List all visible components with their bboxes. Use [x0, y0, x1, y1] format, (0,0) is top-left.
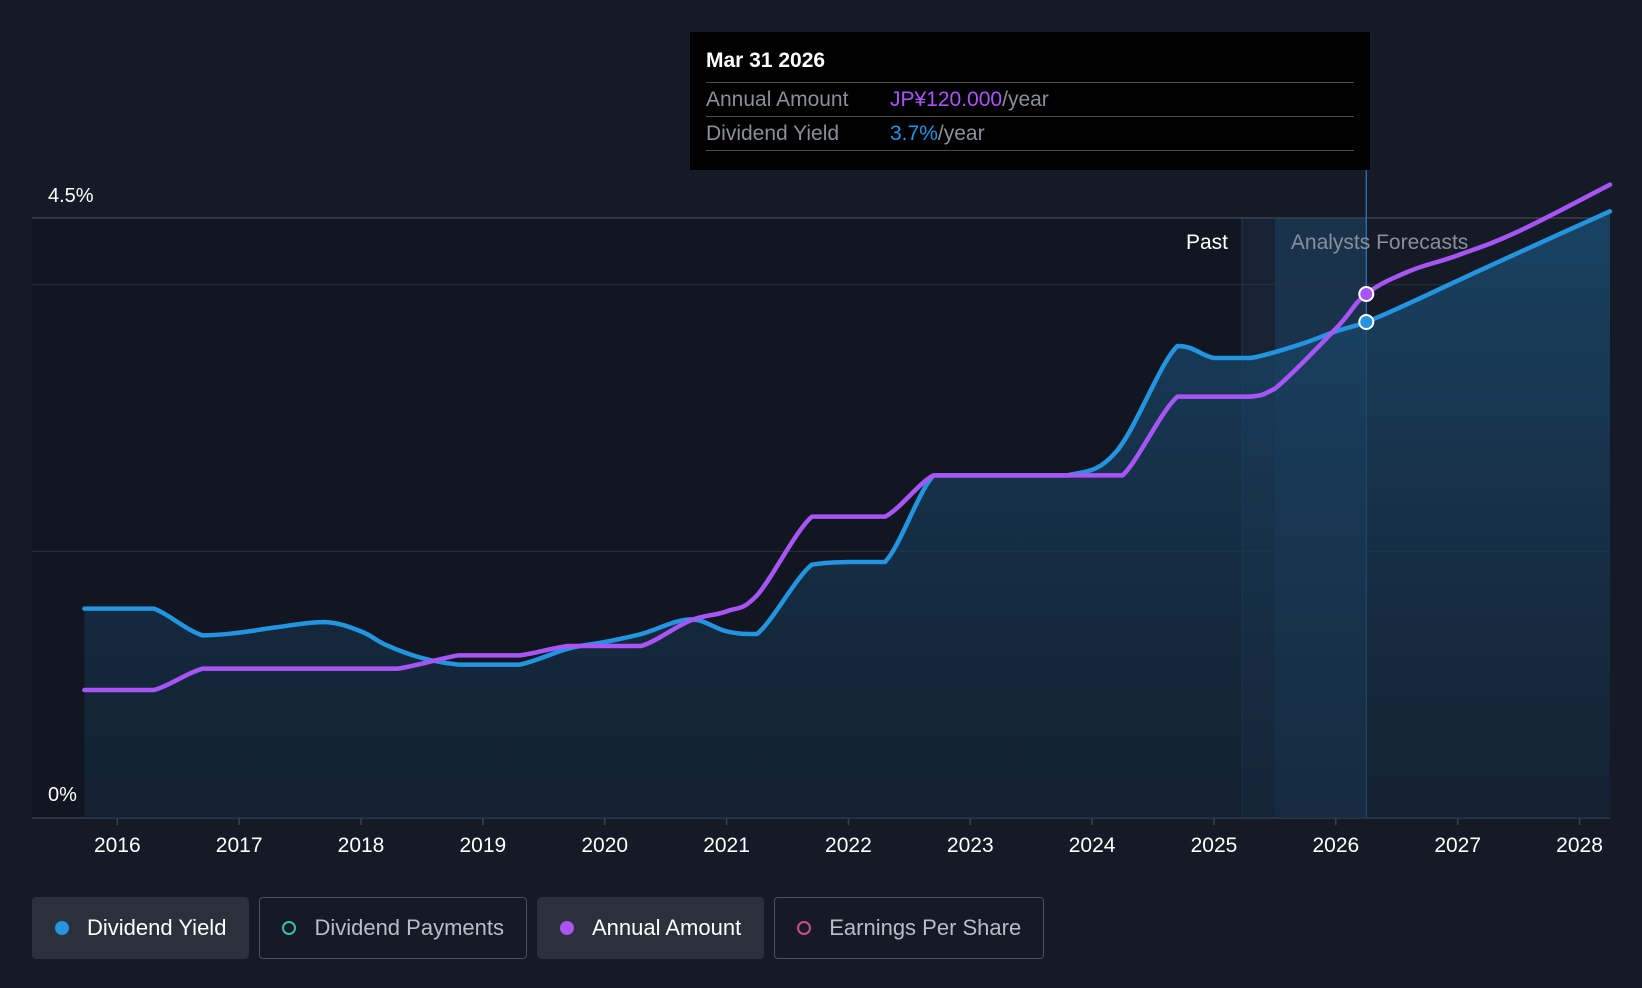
legend-annual-amount-label: Annual Amount	[591, 915, 742, 940]
x-tick-label-2024: 2024	[1069, 834, 1116, 857]
legend-earnings-per-share-label: Earnings Per Share	[829, 915, 1022, 940]
forecast-label: Analysts Forecasts	[1291, 231, 1468, 254]
x-tick-label-2018: 2018	[338, 834, 385, 857]
dividend-yield-hover-marker	[1358, 314, 1375, 330]
legend-dividend-payments-button[interactable]: Dividend Payments	[259, 897, 527, 959]
x-tick-label-2019: 2019	[459, 834, 506, 857]
legend-annual-amount-button[interactable]: Annual Amount	[536, 897, 765, 959]
past-label: Past	[1186, 231, 1228, 254]
x-tick-label-2027: 2027	[1434, 834, 1481, 857]
x-tick-label-2016: 2016	[94, 834, 141, 857]
tooltip-yield-unit: /year	[937, 122, 985, 145]
legend-earnings-per-share-dot-icon	[797, 921, 812, 935]
x-tick-label-2026: 2026	[1312, 834, 1359, 857]
legend-dividend-yield-label: Dividend Yield	[87, 915, 227, 940]
x-tick-label-2028: 2028	[1556, 834, 1603, 857]
tooltip-annual-label: Annual Amount	[706, 88, 849, 111]
y-label-bottom: 0%	[48, 784, 77, 806]
chart-legend: Dividend Yield Dividend Payments Annual …	[32, 897, 1045, 961]
legend-earnings-per-share-button[interactable]: Earnings Per Share	[774, 897, 1045, 959]
x-tick-label-2025: 2025	[1191, 834, 1238, 857]
x-tick-label-2020: 2020	[581, 834, 628, 857]
annual-amount-line	[82, 182, 1613, 693]
dividend-yield-line	[82, 209, 1613, 667]
legend-dividend-payments-label: Dividend Payments	[314, 915, 504, 940]
legend-dividend-yield-button[interactable]: Dividend Yield	[32, 897, 250, 959]
tooltip-row-annual: Annual Amount JP¥120.000 /year	[706, 82, 1354, 116]
hover-tooltip: Mar 31 2026 Annual Amount JP¥120.000 /ye…	[690, 32, 1370, 170]
tooltip-row-yield: Dividend Yield 3.7% /year	[706, 116, 1354, 151]
x-tick-label-2022: 2022	[825, 834, 872, 857]
tooltip-annual-unit: /year	[1002, 88, 1049, 111]
legend-dividend-payments-dot-icon	[282, 921, 297, 935]
tooltip-date: Mar 31 2026	[706, 49, 826, 72]
legend-annual-amount-dot-icon	[559, 921, 574, 935]
y-label-top: 4.5%	[48, 185, 94, 207]
x-tick-label-2023: 2023	[947, 834, 994, 857]
tooltip-yield-label: Dividend Yield	[706, 122, 840, 145]
tooltip-yield-value: 3.7%	[890, 122, 938, 145]
tooltip-annual-value: JP¥120.000	[890, 88, 1003, 111]
x-tick-label-2017: 2017	[216, 834, 263, 857]
legend-dividend-yield-dot-icon	[55, 921, 69, 935]
x-tick-label-2021: 2021	[703, 834, 750, 857]
annual-amount-hover-marker	[1358, 286, 1375, 302]
